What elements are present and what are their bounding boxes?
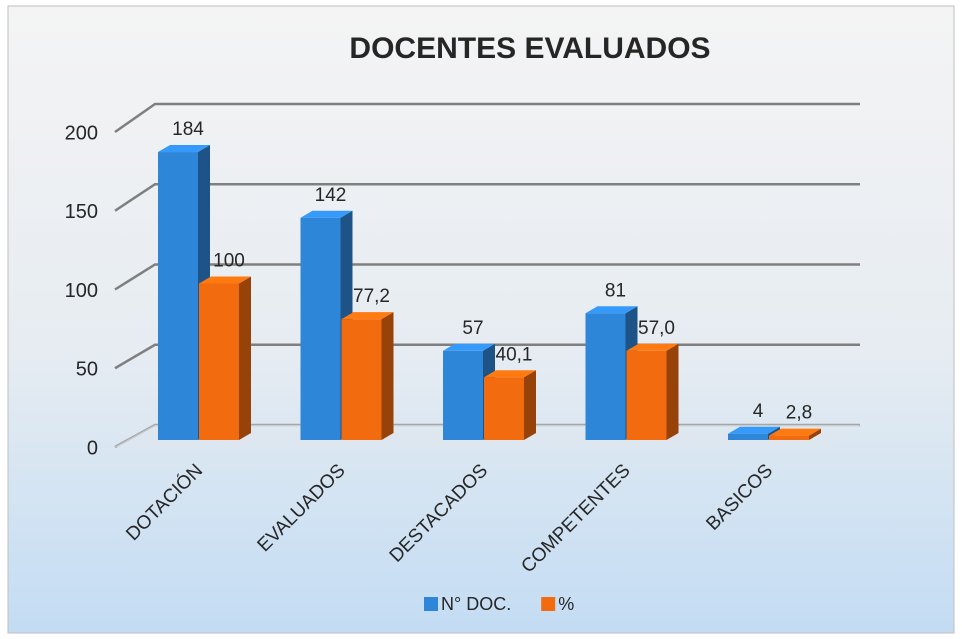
bar-side	[666, 343, 679, 440]
y-tick-label: 50	[76, 359, 98, 381]
bar-top	[626, 343, 679, 351]
legend-swatch	[424, 597, 438, 611]
data-label: 57	[462, 318, 483, 339]
bar-side	[809, 428, 821, 440]
bar-top	[341, 312, 394, 320]
bar-top	[300, 210, 353, 218]
bar	[443, 350, 483, 440]
bar	[769, 435, 809, 440]
bar	[484, 377, 524, 440]
bar-top	[443, 343, 495, 351]
data-label: 81	[605, 280, 626, 301]
data-label: 100	[213, 251, 245, 272]
bar-side	[524, 370, 536, 440]
grid-line	[114, 102, 860, 134]
bar	[728, 433, 768, 440]
bar	[585, 313, 626, 440]
bar	[158, 152, 198, 441]
legend-label: N° DOC.	[441, 594, 511, 614]
data-label: 2,8	[786, 403, 812, 424]
legend-label: %	[558, 594, 574, 614]
data-label: 57,0	[638, 318, 675, 339]
bar	[341, 319, 382, 440]
bar-side	[239, 276, 251, 440]
y-tick-label: 150	[65, 201, 98, 223]
chart-title: DOCENTES EVALUADOS	[349, 32, 710, 65]
data-label: 40,1	[496, 344, 533, 365]
y-tick-label: 100	[65, 280, 98, 302]
grid-line	[114, 183, 860, 212]
bar-top	[484, 370, 536, 378]
y-tick-label: 0	[87, 437, 98, 459]
bar-top	[199, 276, 251, 284]
data-label: 4	[753, 401, 764, 422]
data-label: 184	[172, 119, 204, 140]
bar	[626, 350, 667, 440]
y-tick-label: 200	[65, 122, 98, 144]
grid-line	[114, 263, 860, 291]
bar-top	[769, 428, 821, 436]
bar-top	[585, 306, 638, 314]
data-label: 77,2	[353, 286, 390, 307]
legend-swatch	[541, 597, 556, 611]
bar-top	[728, 426, 780, 434]
bar-top	[158, 145, 210, 153]
bar	[199, 283, 239, 440]
data-label: 142	[315, 185, 347, 206]
bar	[300, 217, 341, 440]
bar-side	[381, 312, 394, 440]
